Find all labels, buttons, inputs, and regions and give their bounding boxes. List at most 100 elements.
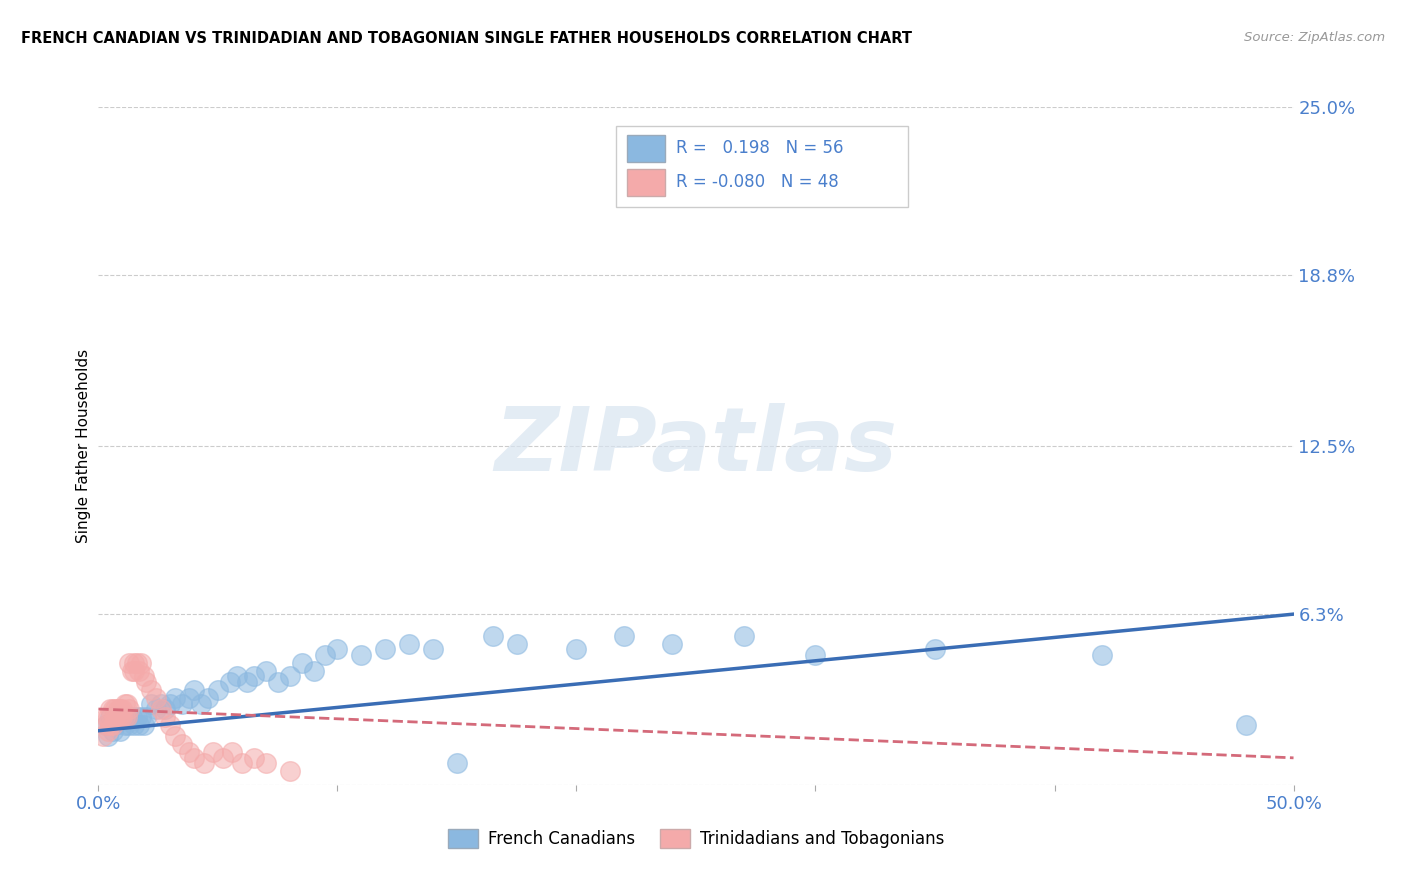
Point (104, 710, 127, 724)
Point (159, 697, 181, 711)
Text: R =   0.198   N = 56: R = 0.198 N = 56 (676, 139, 844, 157)
Point (139, 697, 162, 711)
Point (155, 710, 177, 724)
Point (132, 669, 155, 683)
Point (111, 710, 134, 724)
Point (124, 656, 146, 670)
Text: Source: ZipAtlas.com: Source: ZipAtlas.com (1244, 31, 1385, 45)
Text: FRENCH CANADIAN VS TRINIDADIAN AND TOBAGONIAN SINGLE FATHER HOUSEHOLDS CORRELATI: FRENCH CANADIAN VS TRINIDADIAN AND TOBAG… (21, 31, 912, 46)
Point (183, 751, 205, 765)
Point (149, 702, 172, 716)
Point (197, 691, 219, 706)
Point (565, 642, 588, 657)
Point (97, 723, 120, 738)
Point (350, 648, 373, 662)
Point (121, 710, 143, 724)
Point (94, 710, 117, 724)
Point (139, 683, 162, 698)
Point (108, 702, 131, 716)
Point (131, 656, 153, 670)
Point (145, 702, 167, 716)
Point (172, 737, 194, 751)
Point (114, 718, 136, 732)
Point (98, 710, 122, 724)
Point (221, 746, 243, 760)
Point (91, 729, 114, 743)
Point (291, 656, 314, 670)
Point (111, 710, 134, 724)
Point (104, 718, 127, 732)
Point (267, 674, 290, 689)
Point (179, 746, 201, 760)
Point (278, 764, 301, 779)
Text: R = -0.080   N = 48: R = -0.080 N = 48 (676, 173, 838, 191)
Point (254, 756, 277, 771)
Point (135, 710, 157, 724)
Point (107, 710, 129, 724)
Point (446, 756, 468, 771)
Point (135, 674, 157, 689)
Point (97, 729, 120, 743)
Point (121, 664, 143, 678)
Point (163, 691, 186, 706)
Point (163, 729, 186, 743)
Legend: French Canadians, Trinidadians and Tobagonians: French Canadians, Trinidadians and Tobag… (441, 822, 950, 855)
Point (1234, 718, 1257, 732)
Point (219, 674, 242, 689)
Point (101, 702, 124, 716)
Point (128, 664, 150, 678)
Point (108, 710, 131, 724)
Point (804, 648, 827, 662)
Point (107, 710, 129, 724)
Point (481, 629, 505, 643)
Point (183, 683, 205, 698)
Point (118, 718, 141, 732)
Point (506, 637, 529, 651)
Point (235, 674, 257, 689)
Point (254, 664, 277, 678)
Point (125, 710, 148, 724)
Point (108, 723, 131, 738)
Point (179, 691, 201, 706)
Point (193, 756, 215, 771)
Y-axis label: Single Father Households: Single Father Households (76, 349, 91, 543)
Point (315, 648, 337, 662)
Point (172, 697, 194, 711)
Point (422, 642, 444, 657)
Point (326, 642, 349, 657)
Point (115, 697, 138, 711)
Point (661, 637, 683, 651)
Point (111, 702, 134, 716)
Point (101, 723, 124, 738)
Point (374, 642, 396, 657)
Point (278, 669, 301, 683)
Point (149, 697, 172, 711)
Point (398, 637, 420, 651)
Point (243, 751, 266, 765)
Point (101, 718, 124, 732)
Point (114, 710, 136, 724)
Point (125, 656, 148, 670)
Point (124, 664, 146, 678)
Point (115, 710, 138, 724)
Point (159, 718, 181, 732)
Point (1091, 648, 1114, 662)
Point (924, 642, 946, 657)
Point (115, 710, 138, 724)
FancyBboxPatch shape (627, 135, 665, 162)
FancyBboxPatch shape (616, 126, 907, 207)
Point (302, 664, 325, 678)
Point (231, 756, 253, 771)
Point (733, 629, 755, 643)
Point (118, 656, 141, 670)
Point (243, 669, 266, 683)
Point (118, 702, 141, 716)
FancyBboxPatch shape (627, 169, 665, 196)
Point (145, 691, 167, 706)
Point (114, 697, 136, 711)
Point (107, 702, 129, 716)
Point (94, 718, 117, 732)
Point (97, 710, 120, 724)
Point (104, 702, 127, 716)
Point (190, 697, 212, 711)
